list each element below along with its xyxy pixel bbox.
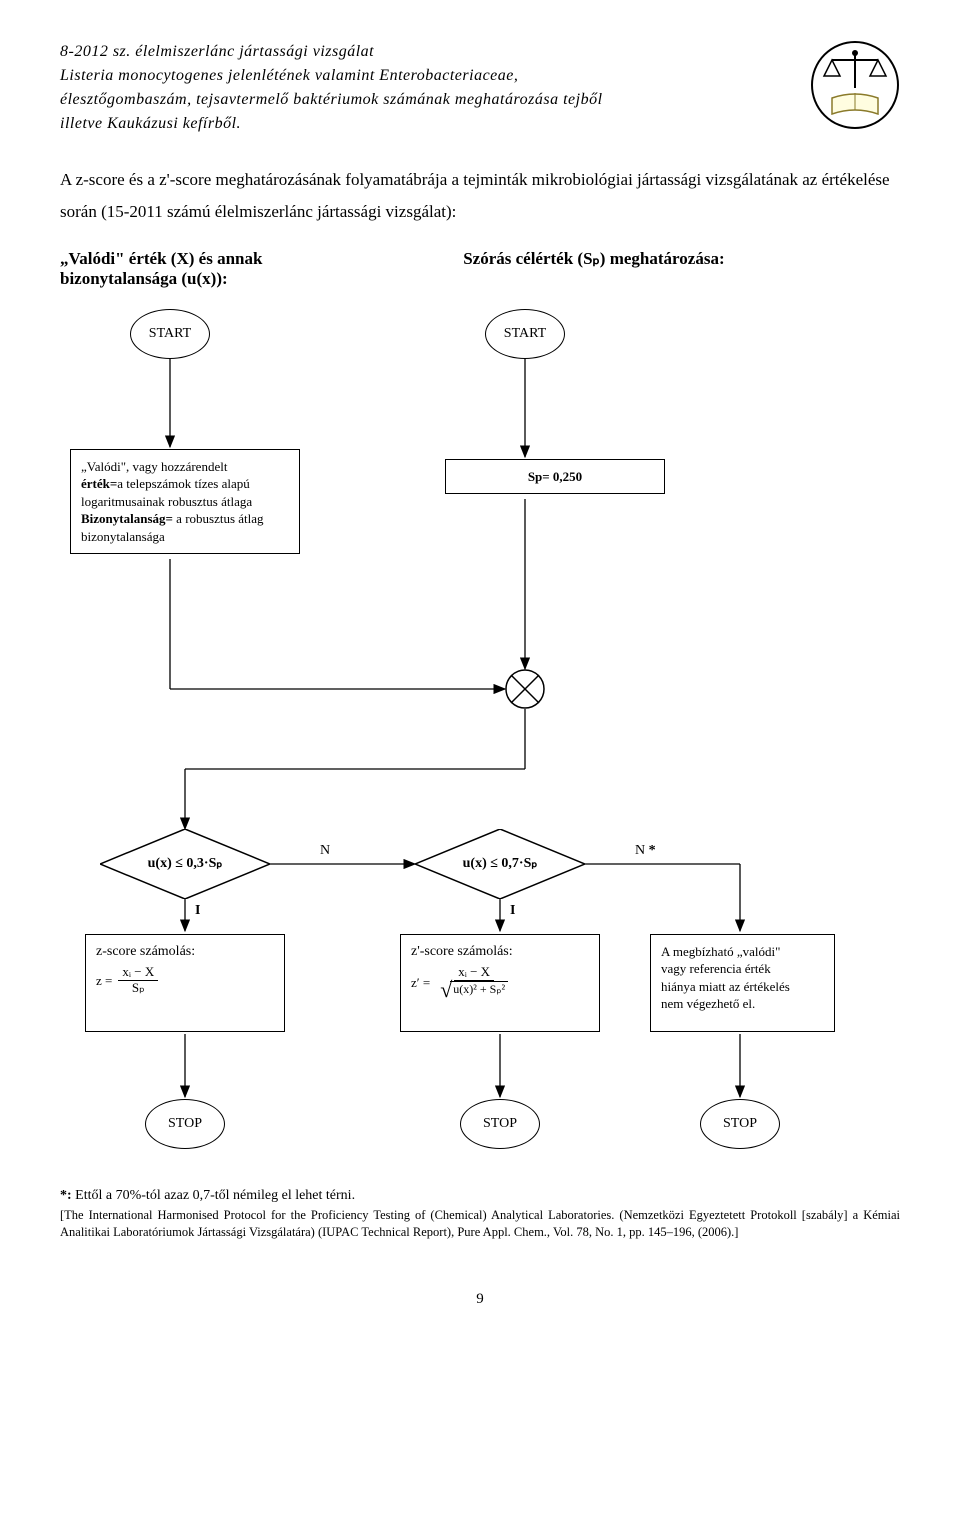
ne-2: vagy referencia érték: [661, 960, 824, 978]
stop-label: STOP: [723, 1116, 757, 1132]
intro-paragraph: A z-score és a z'-score meghatározásának…: [60, 164, 900, 229]
decision-2: u(x) ≤ 0,7·Sₚ: [415, 829, 585, 899]
zprime-score-box: z'-score számolás: z′ = xᵢ − X √ u(x)² +…: [400, 934, 600, 1032]
edge-i-2: I: [510, 903, 515, 919]
logo-icon: [810, 40, 900, 130]
decision-2-label: u(x) ≤ 0,7·Sₚ: [415, 829, 585, 899]
stop-oval-1: STOP: [145, 1099, 225, 1149]
z-formula: z = xᵢ − X Sₚ: [96, 965, 274, 995]
header-line-4: illetve Kaukázusi kefírből.: [60, 112, 800, 136]
right-subtitle: Szórás célérték (Sₚ) meghatározása:: [463, 249, 900, 289]
edge-n-star: N *: [635, 843, 656, 859]
stop-oval-2: STOP: [460, 1099, 540, 1149]
tv-l5: bizonytalansága: [81, 528, 289, 546]
page-header: 8-2012 sz. élelmiszerlánc jártassági viz…: [60, 40, 900, 136]
subtitle-row: „Valódi" érték (X) és annak bizonytalans…: [60, 249, 900, 289]
zp-title: z'-score számolás:: [411, 943, 589, 962]
left-subtitle-l1: „Valódi" érték (X) és annak: [60, 249, 262, 268]
tv-l2: érték=a telepszámok tízes alapú: [81, 475, 289, 493]
page-number: 9: [60, 1291, 900, 1308]
not-evaluable-box: A megbízható „valódi" vagy referencia ér…: [650, 934, 835, 1032]
header-line-3: élesztőgombaszám, tejsavtermelő baktériu…: [60, 88, 800, 112]
footnote-reference: [The International Harmonised Protocol f…: [60, 1207, 900, 1241]
header-text-block: 8-2012 sz. élelmiszerlánc jártassági viz…: [60, 40, 800, 136]
start-label: START: [504, 326, 546, 342]
left-subtitle-l2: bizonytalansága (u(x)):: [60, 269, 228, 288]
ne-4: nem végezhető el.: [661, 995, 824, 1013]
tv-l1: „Valódi", vagy hozzárendelt: [81, 458, 289, 476]
footnote-main: Ettől a 70%-tól azaz 0,7-től némileg el …: [75, 1188, 355, 1203]
stop-label: STOP: [483, 1116, 517, 1132]
header-line-1: 8-2012 sz. élelmiszerlánc jártassági viz…: [60, 40, 800, 64]
footnote: *: Ettől a 70%-tól azaz 0,7-től némileg …: [60, 1187, 900, 1242]
merge-node: [505, 669, 545, 709]
sp-box: Sp= 0,250: [445, 459, 665, 495]
true-value-box: „Valódi", vagy hozzárendelt érték=a tele…: [70, 449, 300, 555]
zp-sqrt: √ u(x)² + Sₚ²: [440, 981, 508, 999]
left-subtitle: „Valódi" érték (X) és annak bizonytalans…: [60, 249, 463, 289]
tv-l4: Bizonytalanság= a robusztus átlag: [81, 510, 289, 528]
footnote-lead: *:: [60, 1188, 75, 1203]
ne-3: hiánya miatt az értékelés: [661, 978, 824, 996]
edge-n-1: N: [320, 843, 330, 859]
z-score-box: z-score számolás: z = xᵢ − X Sₚ: [85, 934, 285, 1032]
z-title: z-score számolás:: [96, 943, 274, 962]
flowchart: START START „Valódi", vagy hozzárendelt …: [60, 299, 900, 1169]
z-fraction: xᵢ − X Sₚ: [118, 965, 158, 995]
zp-lhs: z′ =: [411, 974, 430, 992]
ne-1: A megbízható „valódi": [661, 943, 824, 961]
edge-i-1: I: [195, 903, 200, 919]
decision-1: u(x) ≤ 0,3·Sₚ: [100, 829, 270, 899]
stop-label: STOP: [168, 1116, 202, 1132]
zp-fraction: xᵢ − X √ u(x)² + Sₚ²: [436, 965, 512, 1000]
start-oval-right: START: [485, 309, 565, 359]
sp-value: Sp= 0,250: [528, 469, 582, 484]
flowchart-edges: [60, 299, 900, 1169]
tv-l3: logaritmusainak robusztus átlaga: [81, 493, 289, 511]
z-lhs: z =: [96, 972, 112, 990]
zp-formula: z′ = xᵢ − X √ u(x)² + Sₚ²: [411, 965, 589, 1000]
decision-1-label: u(x) ≤ 0,3·Sₚ: [100, 829, 270, 899]
stop-oval-3: STOP: [700, 1099, 780, 1149]
start-oval-left: START: [130, 309, 210, 359]
header-line-2: Listeria monocytogenes jelenlétének vala…: [60, 64, 800, 88]
start-label: START: [149, 326, 191, 342]
